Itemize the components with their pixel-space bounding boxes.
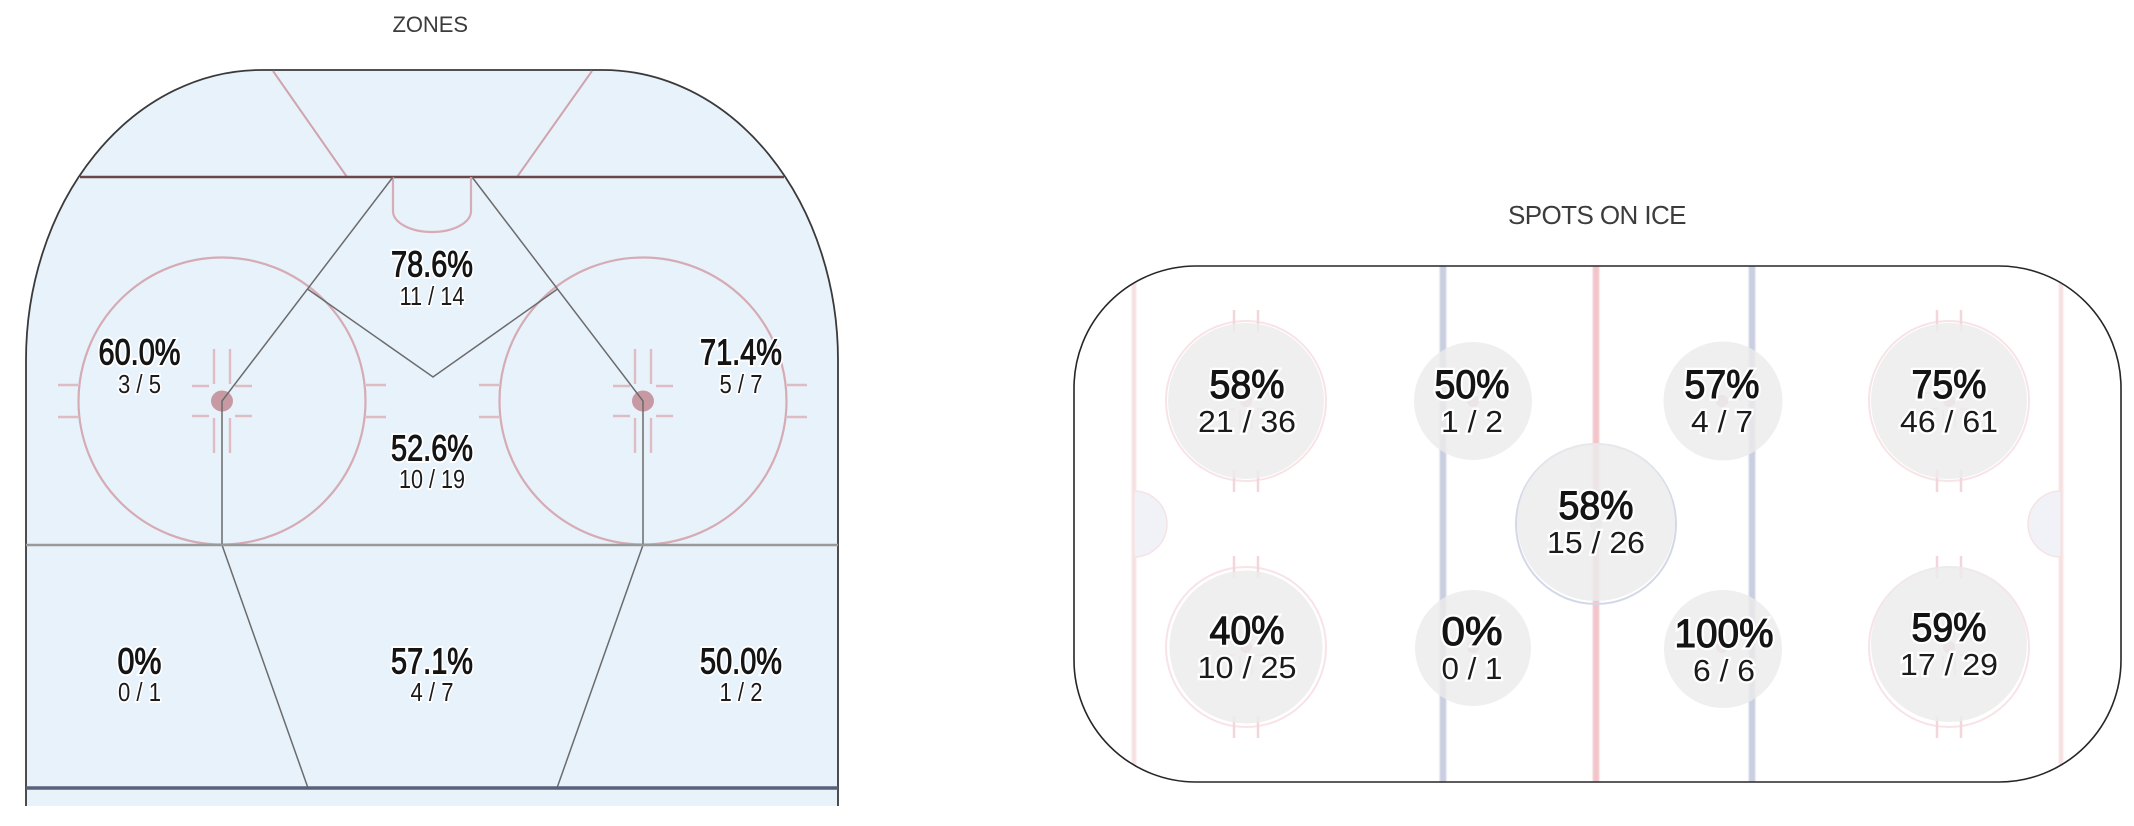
svg-text:57.1%: 57.1% [391,641,473,682]
svg-text:0 / 1: 0 / 1 [1442,651,1503,686]
svg-text:15 / 26: 15 / 26 [1547,525,1645,560]
svg-text:3 / 5: 3 / 5 [118,369,161,399]
svg-text:0%: 0% [1442,610,1503,654]
svg-text:50%: 50% [1435,363,1510,407]
svg-text:57%: 57% [1685,363,1760,407]
svg-text:0%: 0% [1442,610,1503,654]
svg-text:60.0%: 60.0% [99,332,181,373]
svg-text:4 / 7: 4 / 7 [1691,404,1753,439]
svg-text:57.1%: 57.1% [391,641,473,682]
svg-text:11 / 14: 11 / 14 [400,281,465,311]
svg-text:10 / 19: 10 / 19 [399,464,465,494]
svg-text:40%: 40% [1210,609,1285,653]
svg-text:78.6%: 78.6% [391,244,473,285]
svg-text:50.0%: 50.0% [700,641,782,682]
svg-text:57%: 57% [1685,363,1760,407]
svg-text:1 / 2: 1 / 2 [720,677,763,707]
svg-text:17 / 29: 17 / 29 [1900,647,1998,682]
svg-text:58%: 58% [1210,363,1285,407]
svg-text:5 / 7: 5 / 7 [720,369,763,399]
svg-text:78.6%: 78.6% [391,244,473,285]
svg-text:75%: 75% [1912,363,1987,407]
svg-text:58%: 58% [1559,484,1634,528]
svg-text:52.6%: 52.6% [391,428,473,469]
svg-text:71.4%: 71.4% [700,332,782,373]
svg-text:1 / 2: 1 / 2 [1441,404,1503,439]
svg-text:40%: 40% [1210,609,1285,653]
svg-text:10 / 25: 10 / 25 [1198,650,1297,685]
svg-text:52.6%: 52.6% [391,428,473,469]
svg-text:0%: 0% [118,641,162,682]
svg-text:59%: 59% [1912,606,1987,650]
svg-text:6 / 6: 6 / 6 [1693,653,1755,688]
svg-text:60.0%: 60.0% [99,332,181,373]
svg-text:100%: 100% [1675,612,1774,656]
svg-text:ZONES: ZONES [393,12,470,37]
svg-text:21 / 36: 21 / 36 [1198,404,1296,439]
svg-text:59%: 59% [1912,606,1987,650]
svg-text:0 / 1: 0 / 1 [118,677,161,707]
svg-text:4 / 7: 4 / 7 [411,677,454,707]
svg-text:71.4%: 71.4% [700,332,782,373]
svg-text:58%: 58% [1559,484,1634,528]
svg-text:100%: 100% [1675,612,1774,656]
svg-text:50%: 50% [1435,363,1510,407]
svg-text:50.0%: 50.0% [700,641,782,682]
svg-text:58%: 58% [1210,363,1285,407]
svg-text:0%: 0% [118,641,162,682]
svg-text:46 / 61: 46 / 61 [1900,404,1998,439]
svg-text:SPOTS ON ICE: SPOTS ON ICE [1508,200,1688,230]
svg-text:75%: 75% [1912,363,1987,407]
